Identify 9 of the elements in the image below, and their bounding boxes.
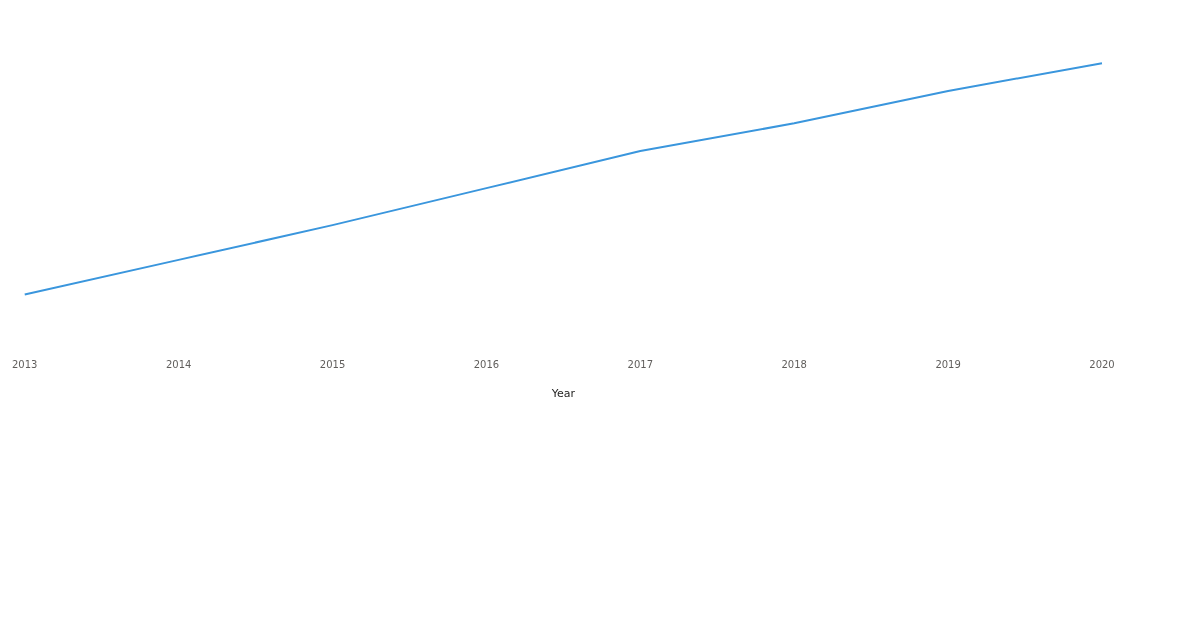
- x-tick-label: 2018: [781, 359, 807, 371]
- x-tick-label: 2014: [165, 359, 192, 371]
- x-tick-label: 2019: [935, 359, 961, 371]
- x-tick-label: 2013: [12, 359, 38, 371]
- x-axis-title: Year: [550, 387, 576, 401]
- x-tick-label: 2020: [1089, 359, 1115, 371]
- x-tick-label: 2015: [319, 359, 346, 371]
- x-tick-label: 2017: [627, 359, 654, 371]
- x-tick-label: 2016: [473, 359, 500, 371]
